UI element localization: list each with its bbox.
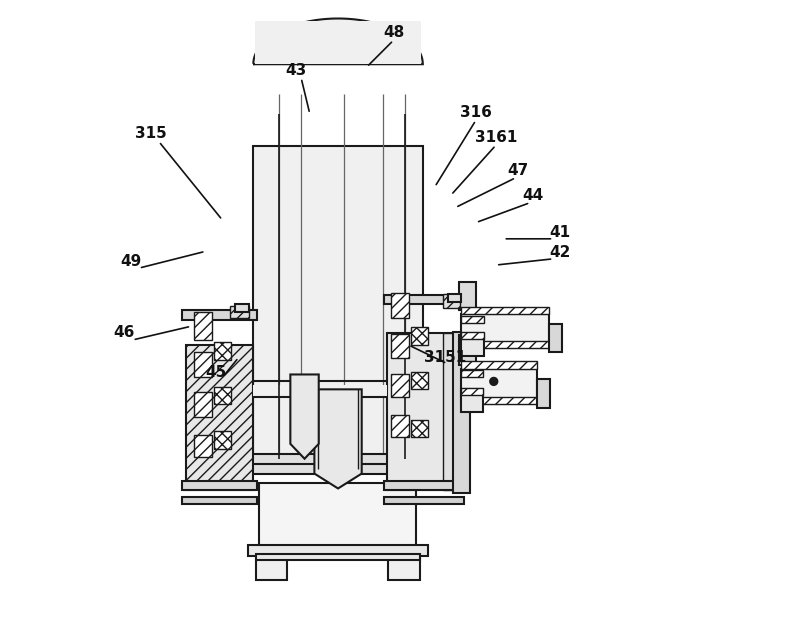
Bar [461, 335, 484, 356]
Bar [249, 454, 423, 464]
Text: 43: 43 [285, 63, 307, 77]
Polygon shape [253, 18, 423, 64]
Bar [537, 379, 550, 408]
Text: 315: 315 [135, 127, 167, 141]
Bar [235, 304, 249, 312]
Circle shape [489, 377, 497, 386]
Text: 48: 48 [383, 25, 404, 40]
Bar [214, 342, 231, 360]
Bar [387, 333, 461, 490]
Bar [461, 370, 483, 377]
Bar [230, 306, 249, 318]
Bar [461, 388, 483, 395]
Bar [461, 397, 537, 404]
Bar [443, 333, 455, 490]
Bar [411, 372, 428, 389]
Bar [259, 483, 417, 546]
Bar [453, 332, 470, 493]
Bar [388, 558, 420, 580]
Bar [461, 307, 549, 314]
Bar [461, 369, 537, 404]
Bar [411, 420, 428, 437]
Text: 41: 41 [549, 225, 570, 240]
Bar [448, 294, 461, 302]
Text: 3161: 3161 [474, 130, 517, 144]
Bar [461, 362, 537, 369]
Text: 3151: 3151 [424, 350, 466, 365]
Bar [459, 282, 477, 310]
Text: 42: 42 [549, 245, 570, 260]
Bar [248, 545, 428, 556]
Bar [461, 316, 484, 323]
Bar [182, 311, 257, 320]
Bar [194, 312, 211, 340]
Bar [182, 481, 257, 490]
Bar [461, 341, 549, 348]
Bar [461, 331, 484, 339]
Bar [194, 435, 211, 457]
Bar [214, 387, 231, 404]
Bar [384, 295, 464, 304]
Bar [391, 415, 409, 437]
Bar [186, 345, 253, 490]
Text: 47: 47 [507, 163, 528, 178]
Bar [459, 335, 477, 365]
Bar [253, 385, 387, 398]
Bar [256, 554, 420, 560]
Text: 316: 316 [460, 105, 492, 120]
Text: 45: 45 [206, 365, 227, 380]
Bar [411, 328, 428, 345]
Bar [391, 374, 409, 398]
Bar [461, 314, 549, 348]
Bar [214, 432, 231, 449]
Bar [255, 21, 421, 64]
Text: 46: 46 [114, 325, 135, 340]
Bar [256, 558, 287, 580]
Bar [238, 459, 435, 474]
Bar [253, 146, 423, 464]
Bar [549, 324, 562, 352]
Bar [384, 481, 464, 490]
Text: 44: 44 [523, 188, 544, 203]
Bar [391, 293, 409, 318]
Bar [384, 497, 464, 505]
Bar [194, 352, 211, 377]
Text: 49: 49 [120, 255, 141, 270]
Bar [461, 389, 483, 412]
Polygon shape [314, 389, 362, 488]
Bar [443, 294, 460, 308]
Polygon shape [291, 374, 318, 459]
Bar [391, 334, 409, 358]
Bar [194, 392, 211, 417]
Bar [182, 497, 257, 505]
